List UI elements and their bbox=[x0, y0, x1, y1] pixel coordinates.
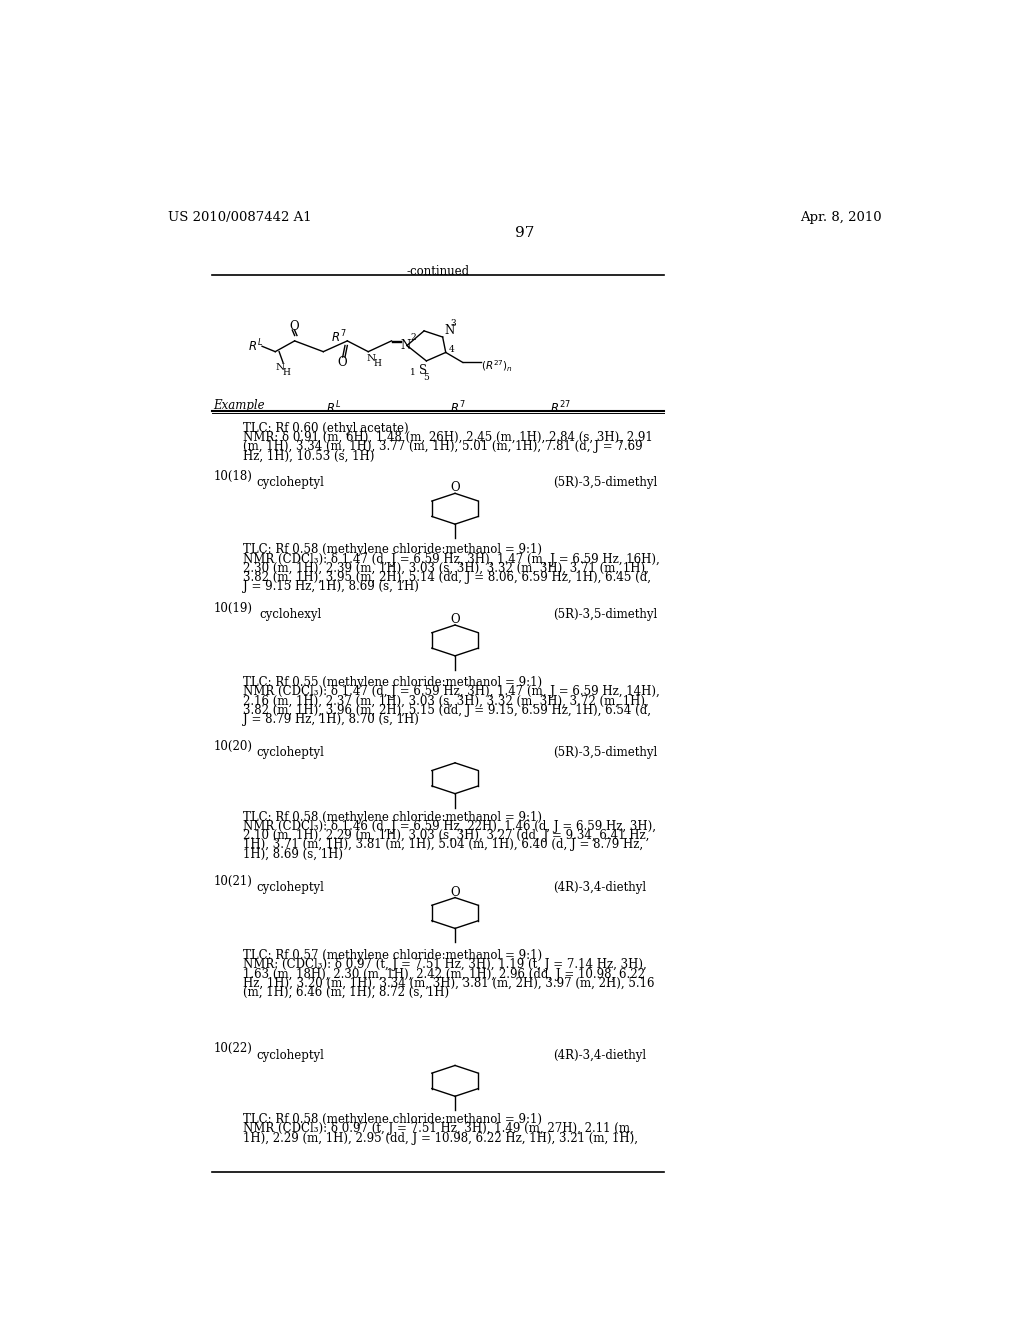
Text: S: S bbox=[419, 363, 427, 376]
Text: (m, 1H), 3.34 (m, 1H), 3.77 (m, 1H), 5.01 (m, 1H), 7.81 (d, J = 7.69: (m, 1H), 3.34 (m, 1H), 3.77 (m, 1H), 5.0… bbox=[243, 441, 642, 453]
Text: TLC: Rf 0.58 (methylene chloride:methanol = 9:1): TLC: Rf 0.58 (methylene chloride:methano… bbox=[243, 810, 542, 824]
Text: O: O bbox=[290, 319, 299, 333]
Text: NMR (CDCl₃): δ 1.46 (d, J = 6.59 Hz, 22H), 1.46 (d, J = 6.59 Hz, 3H),: NMR (CDCl₃): δ 1.46 (d, J = 6.59 Hz, 22H… bbox=[243, 820, 655, 833]
Text: O: O bbox=[451, 886, 460, 899]
Text: $R^7$: $R^7$ bbox=[331, 329, 346, 346]
Text: Example: Example bbox=[213, 400, 265, 412]
Text: TLC: Rf 0.58 (methylene chloride:methanol = 9:1): TLC: Rf 0.58 (methylene chloride:methano… bbox=[243, 1113, 542, 1126]
Text: NMR: δ 0.91 (m, 6H), 1.48 (m, 26H), 2.45 (m, 1H), 2.84 (s, 3H), 2.91: NMR: δ 0.91 (m, 6H), 1.48 (m, 26H), 2.45… bbox=[243, 430, 652, 444]
Text: TLC: Rf 0.58 (methylene chloride:methanol = 9:1): TLC: Rf 0.58 (methylene chloride:methano… bbox=[243, 544, 542, 557]
Text: O: O bbox=[337, 356, 347, 370]
Text: (5R)-3,5-dimethyl: (5R)-3,5-dimethyl bbox=[553, 609, 657, 622]
Text: 10(21): 10(21) bbox=[213, 875, 252, 887]
Text: 3.82 (m, 1H), 3.96 (m, 2H), 5.15 (dd, J = 9.15, 6.59 Hz, 1H), 6.54 (d,: 3.82 (m, 1H), 3.96 (m, 2H), 5.15 (dd, J … bbox=[243, 704, 650, 717]
Text: H: H bbox=[283, 368, 290, 378]
Text: NMR: (CDCl₃): δ 0.97 (t, J = 7.51 Hz, 3H), 1.19 (t, J = 7.14 Hz, 3H),: NMR: (CDCl₃): δ 0.97 (t, J = 7.51 Hz, 3H… bbox=[243, 958, 646, 972]
Text: 2.10 (m, 1H), 2.29 (m, 1H), 3.03 (s, 3H), 3.27 (dd, J = 9.34, 6.41 Hz,: 2.10 (m, 1H), 2.29 (m, 1H), 3.03 (s, 3H)… bbox=[243, 829, 649, 842]
Text: 97: 97 bbox=[515, 226, 535, 240]
Text: 3.82 (m, 1H), 3.95 (m, 2H), 5.14 (dd, J = 8.06, 6.59 Hz, 1H), 6.45 (d,: 3.82 (m, 1H), 3.95 (m, 2H), 5.14 (dd, J … bbox=[243, 572, 650, 585]
Text: (5R)-3,5-dimethyl: (5R)-3,5-dimethyl bbox=[553, 477, 657, 490]
Text: N: N bbox=[444, 325, 455, 338]
Text: TLC: Rf 0.60 (ethyl acetate): TLC: Rf 0.60 (ethyl acetate) bbox=[243, 422, 409, 434]
Text: N: N bbox=[275, 363, 285, 371]
Text: $R^L$: $R^L$ bbox=[326, 400, 341, 416]
Text: 3: 3 bbox=[451, 318, 456, 327]
Text: 2.30 (m, 1H), 2.39 (m, 1H), 3.03 (s, 3H), 3.32 (m, 3H), 3.71 (m, 1H),: 2.30 (m, 1H), 2.39 (m, 1H), 3.03 (s, 3H)… bbox=[243, 562, 648, 576]
Text: (5R)-3,5-dimethyl: (5R)-3,5-dimethyl bbox=[553, 746, 657, 759]
Text: (m, 1H), 6.46 (m, 1H), 8.72 (s, 1H): (m, 1H), 6.46 (m, 1H), 8.72 (s, 1H) bbox=[243, 986, 449, 999]
Text: 2: 2 bbox=[410, 333, 416, 342]
Text: US 2010/0087442 A1: US 2010/0087442 A1 bbox=[168, 211, 312, 224]
Text: N: N bbox=[367, 354, 376, 363]
Text: 1: 1 bbox=[411, 368, 416, 378]
Text: cycloheptyl: cycloheptyl bbox=[257, 1048, 325, 1061]
Text: 10(22): 10(22) bbox=[213, 1043, 252, 1056]
Text: (4R)-3,4-diethyl: (4R)-3,4-diethyl bbox=[553, 1048, 646, 1061]
Text: 1.63 (m, 18H), 2.30 (m, 1H), 2.42 (m, 1H), 2.96 (dd, J = 10.98, 6.22: 1.63 (m, 18H), 2.30 (m, 1H), 2.42 (m, 1H… bbox=[243, 968, 645, 981]
Text: NMR (CDCl₃): δ 0.97 (t, J = 7.51 Hz, 3H), 1.49 (m, 27H), 2.11 (m,: NMR (CDCl₃): δ 0.97 (t, J = 7.51 Hz, 3H)… bbox=[243, 1122, 634, 1135]
Text: O: O bbox=[451, 482, 460, 495]
Text: Hz, 1H), 3.20 (m, 1H), 3.34 (m, 3H), 3.81 (m, 2H), 3.97 (m, 2H), 5.16: Hz, 1H), 3.20 (m, 1H), 3.34 (m, 3H), 3.8… bbox=[243, 977, 654, 990]
Text: 4: 4 bbox=[449, 345, 455, 354]
Text: 2.16 (m, 1H), 2.37 (m, 1H), 3.03 (s, 3H), 3.32 (m, 3H), 3.72 (m, 1H),: 2.16 (m, 1H), 2.37 (m, 1H), 3.03 (s, 3H)… bbox=[243, 694, 648, 708]
Text: -continued: -continued bbox=[407, 264, 470, 277]
Text: 10(20): 10(20) bbox=[213, 739, 252, 752]
Text: NMR (CDCl₃): δ 1.47 (d, J = 6.59 Hz, 3H), 1.47 (m, J = 6.59 Hz, 14H),: NMR (CDCl₃): δ 1.47 (d, J = 6.59 Hz, 3H)… bbox=[243, 685, 659, 698]
Text: $R^{27}$: $R^{27}$ bbox=[550, 400, 571, 416]
Text: 10(19): 10(19) bbox=[213, 602, 252, 615]
Text: cycloheptyl: cycloheptyl bbox=[257, 477, 325, 490]
Text: cycloheptyl: cycloheptyl bbox=[257, 746, 325, 759]
Text: 5: 5 bbox=[424, 374, 429, 383]
Text: Apr. 8, 2010: Apr. 8, 2010 bbox=[800, 211, 882, 224]
Text: 1H), 3.71 (m, 1H), 3.81 (m, 1H), 5.04 (m, 1H), 6.40 (d, J = 8.79 Hz,: 1H), 3.71 (m, 1H), 3.81 (m, 1H), 5.04 (m… bbox=[243, 838, 643, 851]
Text: cycloheptyl: cycloheptyl bbox=[257, 880, 325, 894]
Text: $(R^{27})_n$: $(R^{27})_n$ bbox=[481, 359, 513, 374]
Text: NMR (CDCl₃): δ 1.47 (d, J = 6.59 Hz, 3H), 1.47 (m, J = 6.59 Hz, 16H),: NMR (CDCl₃): δ 1.47 (d, J = 6.59 Hz, 3H)… bbox=[243, 553, 659, 566]
Text: TLC: Rf 0.57 (methylene chloride:methanol = 9:1): TLC: Rf 0.57 (methylene chloride:methano… bbox=[243, 949, 542, 962]
Text: 1H), 2.29 (m, 1H), 2.95 (dd, J = 10.98, 6.22 Hz, 1H), 3.21 (m, 1H),: 1H), 2.29 (m, 1H), 2.95 (dd, J = 10.98, … bbox=[243, 1131, 638, 1144]
Text: (4R)-3,4-diethyl: (4R)-3,4-diethyl bbox=[553, 880, 646, 894]
Text: O: O bbox=[451, 612, 460, 626]
Text: $R^L$: $R^L$ bbox=[248, 338, 263, 355]
Text: J = 9.15 Hz, 1H), 8.69 (s, 1H): J = 9.15 Hz, 1H), 8.69 (s, 1H) bbox=[243, 581, 419, 594]
Text: 10(18): 10(18) bbox=[213, 470, 252, 483]
Text: TLC: Rf 0.55 (methylene chloride:methanol = 9:1): TLC: Rf 0.55 (methylene chloride:methano… bbox=[243, 676, 542, 689]
Text: Hz, 1H), 10.53 (s, 1H): Hz, 1H), 10.53 (s, 1H) bbox=[243, 449, 374, 462]
Text: N: N bbox=[400, 339, 411, 352]
Text: H: H bbox=[374, 359, 382, 368]
Text: 1H), 8.69 (s, 1H): 1H), 8.69 (s, 1H) bbox=[243, 847, 343, 861]
Text: cyclohexyl: cyclohexyl bbox=[260, 609, 322, 622]
Text: J = 8.79 Hz, 1H), 8.70 (s, 1H): J = 8.79 Hz, 1H), 8.70 (s, 1H) bbox=[243, 713, 419, 726]
Text: $R^7$: $R^7$ bbox=[450, 400, 465, 416]
